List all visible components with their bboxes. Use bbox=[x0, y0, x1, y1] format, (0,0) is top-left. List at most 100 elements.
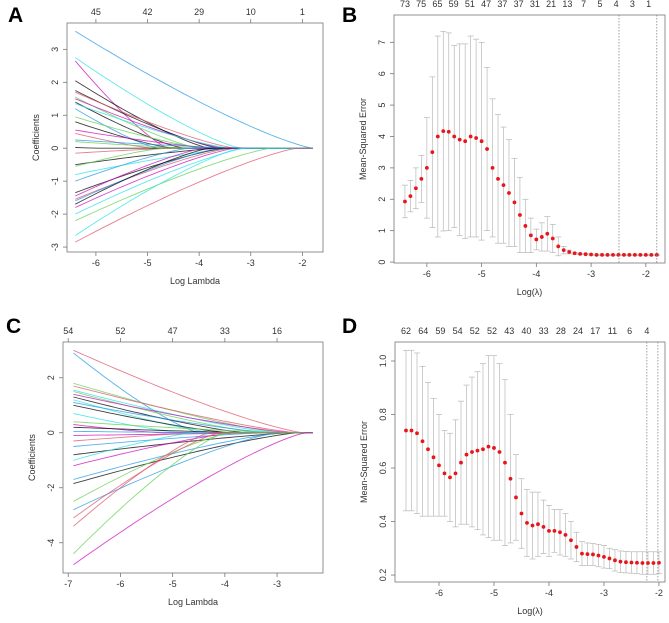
top-axis-label: 29 bbox=[194, 7, 204, 17]
top-axis-label: 37 bbox=[497, 0, 507, 9]
mse-point bbox=[501, 183, 506, 188]
top-axis-label: 21 bbox=[546, 0, 556, 9]
x-tick-label: -3 bbox=[273, 579, 281, 589]
mse-point bbox=[600, 252, 604, 257]
x-tick-label: -4 bbox=[221, 579, 229, 589]
x-tick-label: -5 bbox=[478, 269, 486, 279]
mse-point bbox=[591, 552, 595, 557]
panel-label: D bbox=[342, 315, 357, 338]
mse-point bbox=[556, 244, 561, 249]
x-tick-label: -6 bbox=[92, 258, 100, 268]
mse-point bbox=[508, 476, 513, 481]
top-axis-label: 54 bbox=[453, 326, 463, 336]
y-tick-label: -2 bbox=[50, 210, 60, 218]
top-axis-label: 4 bbox=[644, 326, 649, 336]
mse-point bbox=[640, 561, 645, 565]
x-axis-title: Log(λ) bbox=[517, 606, 543, 616]
mse-point bbox=[419, 176, 424, 181]
mse-point bbox=[530, 523, 535, 528]
coefficient-path bbox=[75, 147, 313, 236]
mse-point bbox=[624, 560, 628, 565]
mse-point bbox=[651, 561, 656, 565]
mse-point bbox=[490, 165, 495, 170]
plot-area bbox=[401, 30, 660, 257]
mse-point bbox=[452, 134, 457, 139]
x-tick-label: -4 bbox=[545, 588, 553, 598]
x-tick-label: -3 bbox=[247, 258, 255, 268]
y-tick-label: 2 bbox=[46, 375, 56, 380]
x-tick-label: -2 bbox=[642, 269, 650, 279]
mse-point bbox=[561, 248, 566, 253]
top-axis-label: 5 bbox=[597, 0, 602, 9]
mse-point bbox=[534, 237, 539, 242]
top-axis-label: 33 bbox=[220, 326, 230, 336]
top-axis-label: 73 bbox=[400, 0, 410, 9]
top-axis-label: 65 bbox=[432, 0, 442, 9]
mse-point bbox=[580, 551, 584, 556]
top-axis-label: 3 bbox=[630, 0, 635, 9]
mse-point bbox=[558, 530, 562, 535]
y-tick-label: 4 bbox=[377, 134, 387, 139]
mse-point bbox=[649, 252, 654, 257]
top-axis-label: 31 bbox=[530, 0, 540, 9]
y-tick-label: -3 bbox=[50, 243, 60, 251]
mse-point bbox=[470, 450, 474, 454]
top-axis-label: 52 bbox=[115, 326, 125, 336]
y-tick-label: 1 bbox=[50, 113, 60, 118]
coefficient-path bbox=[73, 432, 313, 519]
x-tick-label: -5 bbox=[144, 258, 152, 268]
x-tick-label: -2 bbox=[655, 588, 663, 598]
coefficient-path bbox=[75, 147, 313, 243]
coefficient-path bbox=[73, 349, 313, 434]
y-axis-title: Coefficients bbox=[31, 114, 41, 161]
y-tick-label: 2 bbox=[377, 197, 387, 202]
top-axis-label: 59 bbox=[449, 0, 459, 9]
top-axis-label: 59 bbox=[435, 326, 445, 336]
coefficient-path bbox=[73, 432, 313, 527]
plot-frame bbox=[394, 341, 666, 583]
top-axis-label: 1 bbox=[646, 0, 651, 9]
top-axis-label: 11 bbox=[608, 326, 617, 336]
mse-point bbox=[613, 558, 617, 563]
mse-point bbox=[441, 129, 446, 134]
mse-point bbox=[435, 134, 440, 139]
top-axis-label: 47 bbox=[168, 326, 178, 336]
x-tick-label: -4 bbox=[532, 269, 540, 279]
mse-point bbox=[585, 552, 590, 557]
y-axis-title: Mean-Squared Error bbox=[358, 98, 368, 180]
coefficient-path bbox=[73, 385, 313, 434]
x-tick-label: -4 bbox=[195, 258, 203, 268]
mse-point bbox=[569, 538, 573, 543]
top-axis-label: 37 bbox=[514, 0, 524, 9]
top-axis-label: 33 bbox=[539, 326, 549, 336]
mse-point bbox=[567, 250, 572, 254]
coefficient-path bbox=[75, 57, 313, 149]
x-axis-title: Log Lambda bbox=[168, 597, 218, 607]
y-tick-label: 5 bbox=[377, 103, 387, 108]
y-tick-label: 1 bbox=[377, 228, 387, 233]
mse-point bbox=[545, 231, 550, 236]
mse-point bbox=[523, 224, 528, 228]
top-axis-label: 17 bbox=[590, 326, 600, 336]
coefficient-path bbox=[73, 432, 313, 511]
top-axis-label: 54 bbox=[63, 326, 73, 336]
mse-point bbox=[463, 139, 468, 144]
mse-point bbox=[519, 511, 524, 516]
x-tick-label: -3 bbox=[600, 588, 608, 598]
x-tick-label: -3 bbox=[587, 269, 595, 279]
y-tick-label: 0.6 bbox=[378, 462, 388, 475]
mse-point bbox=[536, 522, 540, 527]
mse-point bbox=[424, 165, 429, 170]
mse-point bbox=[622, 252, 626, 257]
x-tick-label: -2 bbox=[298, 258, 306, 268]
top-axis-label: 10 bbox=[246, 7, 256, 17]
coefficient-path bbox=[74, 60, 313, 149]
top-axis-label: 28 bbox=[556, 326, 566, 336]
top-axis-label: 13 bbox=[562, 0, 572, 9]
mse-point bbox=[431, 455, 436, 460]
mse-point bbox=[596, 553, 601, 558]
coefficient-path bbox=[73, 391, 313, 434]
mse-point bbox=[563, 533, 568, 537]
mse-point bbox=[547, 528, 551, 533]
